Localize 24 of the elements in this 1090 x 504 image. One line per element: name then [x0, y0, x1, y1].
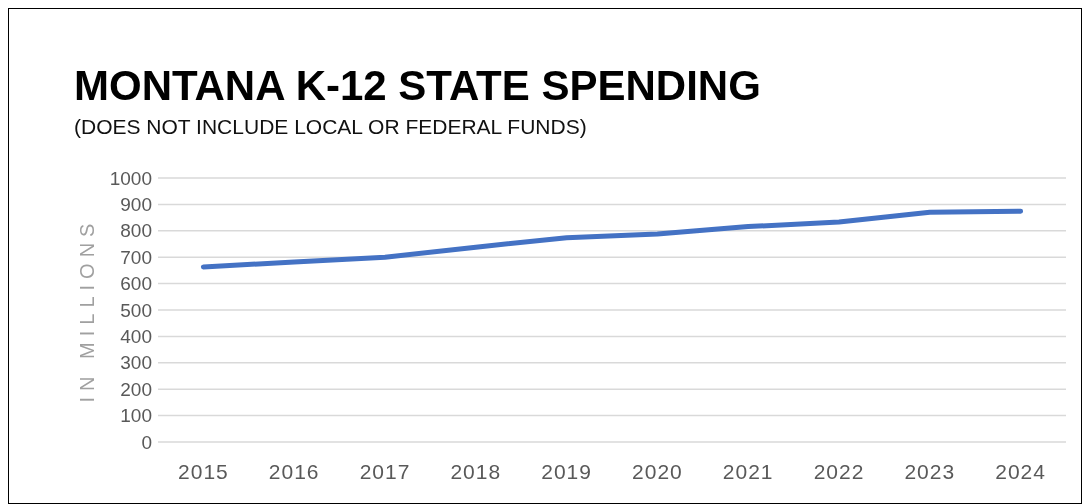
x-tick-label: 2021 [722, 460, 774, 483]
y-tick-label: 0 [141, 431, 152, 453]
y-tick-label: 500 [120, 299, 152, 321]
y-tick-label: 800 [120, 220, 152, 242]
y-tick-label: 700 [120, 246, 152, 268]
x-tick-label: 2018 [450, 460, 502, 483]
y-tick-label: 600 [120, 273, 152, 295]
x-tick-label: 2016 [268, 460, 320, 483]
x-tick-label: 2022 [813, 460, 865, 483]
chart-title: MONTANA K-12 STATE SPENDING [74, 62, 761, 109]
x-tick-label: 2024 [995, 460, 1046, 483]
x-tick-label: 2019 [541, 460, 592, 483]
y-tick-label: 400 [120, 326, 152, 348]
y-axis-title: IN MILLIONS [76, 217, 98, 403]
x-tick-label: 2023 [904, 460, 956, 483]
chart-subtitle: (DOES NOT INCLUDE LOCAL OR FEDERAL FUNDS) [74, 115, 587, 138]
y-tick-label: 1000 [109, 167, 152, 189]
y-tick-label: 300 [120, 352, 152, 374]
x-tick-label: 2020 [632, 460, 683, 483]
x-tick-label: 2017 [359, 460, 411, 483]
y-tick-label: 100 [120, 405, 152, 427]
y-tick-label: 200 [120, 378, 152, 400]
y-tick-label: 900 [120, 194, 152, 216]
x-tick-label: 2015 [178, 460, 229, 483]
